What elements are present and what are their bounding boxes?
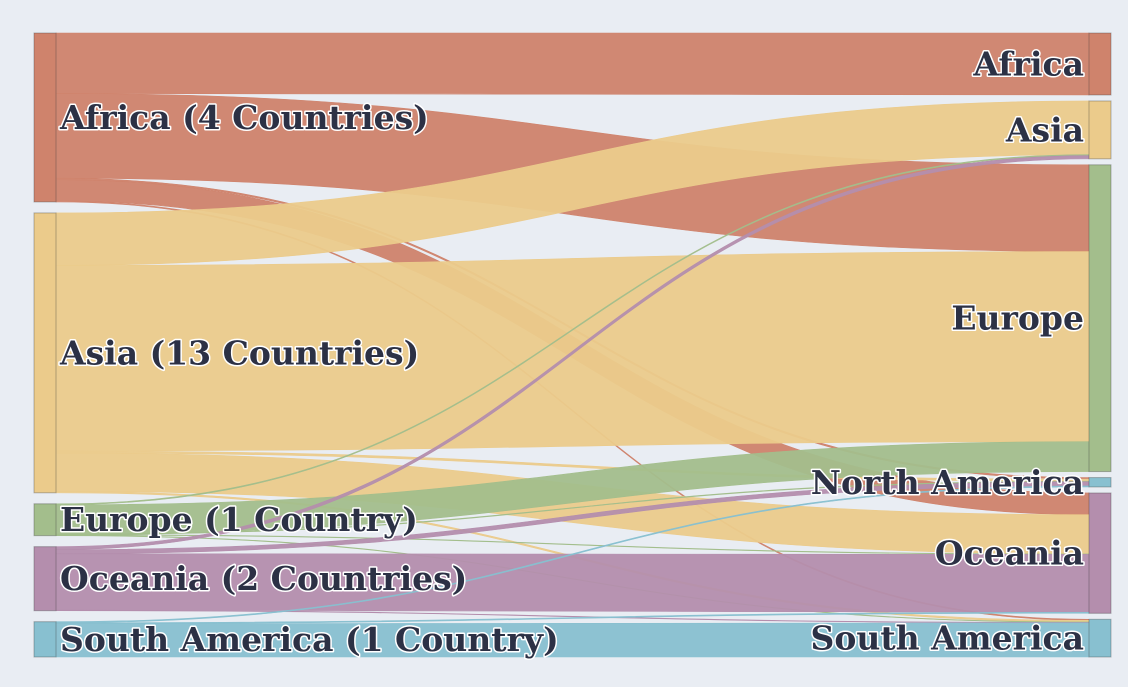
target-node-north-america: [1088, 477, 1112, 488]
source-label-asia: Asia (13 Countries): [59, 333, 419, 372]
target-node-oceania: [1088, 492, 1112, 614]
source-node-oceania: [33, 546, 57, 612]
target-label-north-america: North America: [811, 463, 1084, 502]
target-node-south-america: [1088, 618, 1112, 658]
link-south-america-to-north-america: [55, 485, 1090, 624]
target-node-asia: [1088, 100, 1112, 160]
target-label-south-america: South America: [811, 619, 1084, 658]
target-label-africa: Africa: [972, 44, 1084, 83]
source-node-south-america: [33, 621, 57, 658]
source-node-africa: [33, 32, 57, 203]
target-label-oceania: Oceania: [935, 534, 1084, 573]
source-label-oceania: Oceania (2 Countries): [60, 559, 467, 598]
source-label-south-america: South America (1 Country): [60, 620, 559, 659]
links-group: [55, 32, 1090, 658]
target-node-africa: [1088, 32, 1112, 96]
source-node-asia: [33, 212, 57, 494]
target-label-europe: Europe: [951, 299, 1084, 338]
target-label-asia: Asia: [1005, 110, 1084, 149]
target-node-europe: [1088, 164, 1112, 473]
source-node-europe: [33, 503, 57, 537]
link-europe-to-europe: [55, 441, 1090, 535]
source-label-europe: Europe (1 Country): [60, 500, 418, 539]
source-label-africa: Africa (4 Countries): [59, 98, 429, 137]
link-africa-to-africa: [55, 32, 1090, 96]
